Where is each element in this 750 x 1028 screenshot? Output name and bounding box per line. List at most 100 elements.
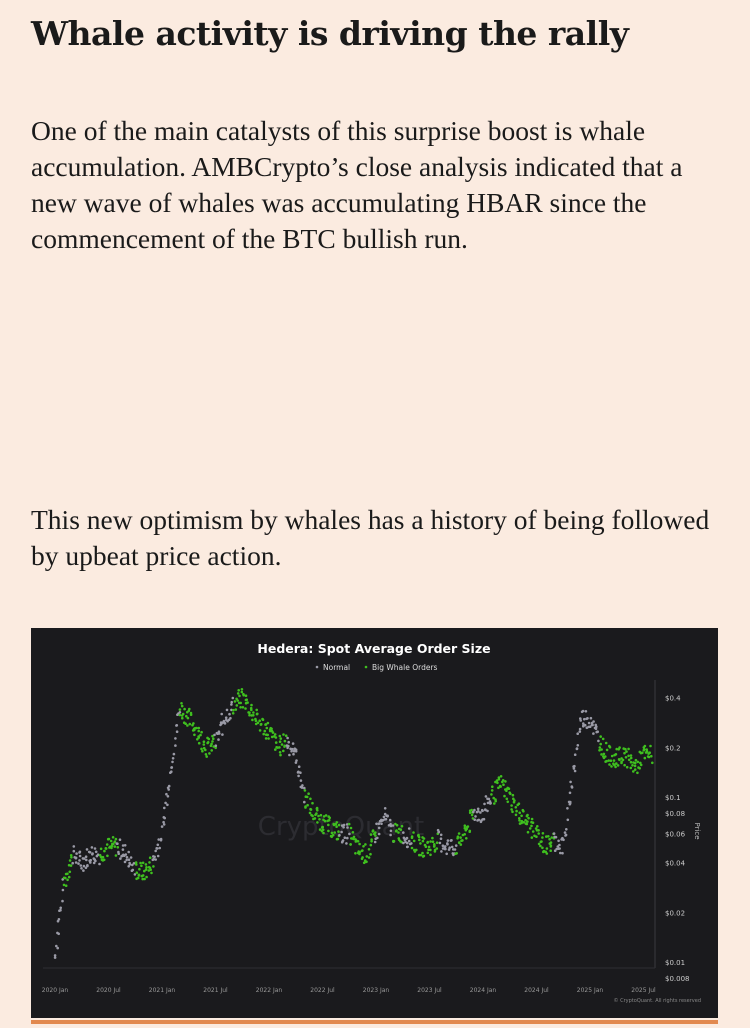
whale-order-point bbox=[374, 831, 377, 834]
normal-point bbox=[345, 842, 348, 845]
whale-order-point bbox=[624, 756, 628, 759]
whale-order-point bbox=[625, 750, 628, 753]
normal-point bbox=[125, 858, 128, 862]
x-tick-label: 2022 Jul bbox=[310, 987, 335, 994]
whale-order-point bbox=[599, 742, 602, 746]
whale-order-point bbox=[278, 740, 282, 743]
whale-order-point bbox=[242, 692, 245, 696]
whale-order-point bbox=[365, 860, 368, 864]
normal-point bbox=[57, 918, 61, 921]
normal-point bbox=[382, 815, 386, 819]
normal-point bbox=[299, 771, 302, 774]
whale-order-point bbox=[501, 779, 505, 782]
whale-order-point bbox=[435, 841, 439, 844]
whale-order-point bbox=[143, 869, 146, 873]
normal-point bbox=[93, 847, 97, 850]
whale-order-point bbox=[139, 861, 142, 865]
normal-point bbox=[231, 696, 235, 700]
whale-order-point bbox=[308, 811, 312, 815]
whale-order-point bbox=[632, 770, 635, 773]
normal-point bbox=[594, 727, 598, 731]
whale-order-point bbox=[102, 858, 106, 862]
whale-order-point bbox=[184, 722, 187, 725]
normal-point bbox=[554, 835, 558, 839]
whale-order-point bbox=[610, 754, 614, 758]
whale-order-point bbox=[463, 824, 467, 827]
normal-point bbox=[575, 747, 579, 750]
whale-order-point bbox=[311, 801, 314, 805]
normal-point bbox=[391, 824, 395, 827]
normal-point bbox=[407, 839, 411, 843]
whale-order-point bbox=[337, 823, 341, 827]
whale-order-point bbox=[256, 721, 260, 725]
normal-point bbox=[405, 836, 409, 840]
normal-point bbox=[129, 856, 133, 859]
whale-order-point bbox=[274, 736, 278, 739]
whale-order-point bbox=[455, 852, 459, 855]
normal-point bbox=[74, 861, 78, 864]
normal-point bbox=[133, 873, 137, 876]
whale-order-point bbox=[250, 703, 253, 707]
normal-point bbox=[341, 840, 344, 843]
legend-normal-label: Normal bbox=[323, 663, 350, 672]
whale-order-point bbox=[251, 718, 254, 722]
x-tick-label: 2020 Jan bbox=[42, 987, 69, 994]
whale-order-point bbox=[600, 748, 603, 751]
whale-order-point bbox=[321, 825, 325, 829]
normal-point bbox=[118, 838, 122, 841]
normal-point bbox=[88, 851, 92, 854]
whale-order-point bbox=[649, 744, 652, 748]
whale-order-point bbox=[601, 737, 605, 741]
whale-order-point bbox=[202, 743, 206, 746]
whale-order-point bbox=[539, 844, 542, 848]
whale-order-point bbox=[64, 884, 68, 887]
whale-order-point bbox=[633, 764, 637, 768]
normal-point bbox=[586, 717, 589, 720]
whale-order-point bbox=[369, 852, 372, 856]
whale-order-point bbox=[323, 819, 327, 823]
whale-order-point bbox=[599, 735, 602, 738]
whale-order-point bbox=[305, 795, 309, 799]
whale-order-point bbox=[427, 845, 431, 849]
whale-order-point bbox=[240, 688, 244, 691]
normal-point bbox=[165, 792, 168, 796]
whale-order-point bbox=[333, 831, 337, 834]
whale-order-point bbox=[104, 847, 108, 850]
whale-order-point bbox=[265, 726, 269, 730]
whale-order-point bbox=[424, 845, 428, 848]
whale-order-point bbox=[505, 797, 509, 801]
whale-order-point bbox=[143, 877, 146, 881]
whale-order-point bbox=[112, 842, 115, 845]
normal-point bbox=[479, 811, 482, 814]
whale-order-point bbox=[617, 758, 621, 761]
whale-order-point bbox=[602, 752, 606, 756]
whale-order-point bbox=[136, 876, 140, 880]
whale-order-point bbox=[246, 701, 249, 704]
normal-point bbox=[377, 832, 381, 836]
whale-order-point bbox=[239, 701, 242, 705]
normal-point bbox=[489, 802, 492, 805]
y-tick-label: $0.02 bbox=[665, 909, 685, 917]
normal-point bbox=[166, 803, 169, 807]
whale-order-point bbox=[369, 833, 373, 836]
whale-order-point bbox=[629, 754, 633, 757]
whale-order-point bbox=[318, 818, 321, 821]
price-chart: CryptoQuant Hedera: Spot Average Order S… bbox=[31, 628, 718, 1018]
normal-point bbox=[454, 844, 458, 847]
whale-order-point bbox=[541, 832, 545, 835]
whale-order-point bbox=[214, 746, 217, 750]
normal-point bbox=[71, 861, 74, 865]
whale-order-point bbox=[545, 847, 549, 850]
normal-point bbox=[486, 809, 489, 813]
whale-order-point bbox=[255, 708, 258, 712]
whale-order-point bbox=[496, 781, 499, 785]
normal-point bbox=[570, 785, 574, 788]
y-tick-label: $0.06 bbox=[665, 831, 686, 839]
whale-order-point bbox=[412, 831, 415, 834]
whale-order-point bbox=[429, 848, 432, 852]
whale-order-point bbox=[427, 848, 430, 852]
whale-order-point bbox=[604, 741, 608, 745]
normal-point bbox=[342, 826, 345, 829]
whale-order-point bbox=[614, 765, 617, 769]
whale-order-point bbox=[458, 841, 461, 844]
